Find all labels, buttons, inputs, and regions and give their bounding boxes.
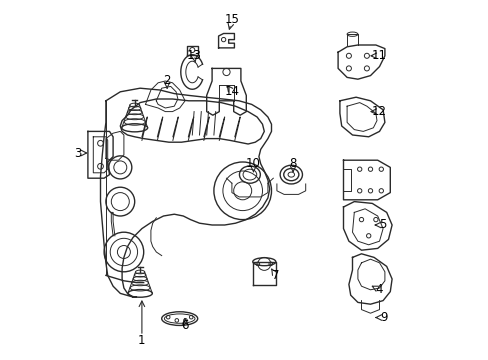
Text: 9: 9 <box>379 311 387 324</box>
Text: 4: 4 <box>375 283 383 296</box>
Text: 11: 11 <box>371 49 386 62</box>
Text: 1: 1 <box>138 334 145 347</box>
Text: 6: 6 <box>181 319 188 332</box>
Text: 10: 10 <box>245 157 261 170</box>
Text: 13: 13 <box>186 49 201 62</box>
Text: 2: 2 <box>163 75 170 87</box>
Text: 7: 7 <box>271 269 279 282</box>
Text: 15: 15 <box>224 13 239 26</box>
Text: 12: 12 <box>371 105 386 118</box>
Text: 5: 5 <box>379 219 386 231</box>
Text: 14: 14 <box>224 85 239 98</box>
Text: 3: 3 <box>74 147 81 159</box>
Text: 8: 8 <box>289 157 296 170</box>
